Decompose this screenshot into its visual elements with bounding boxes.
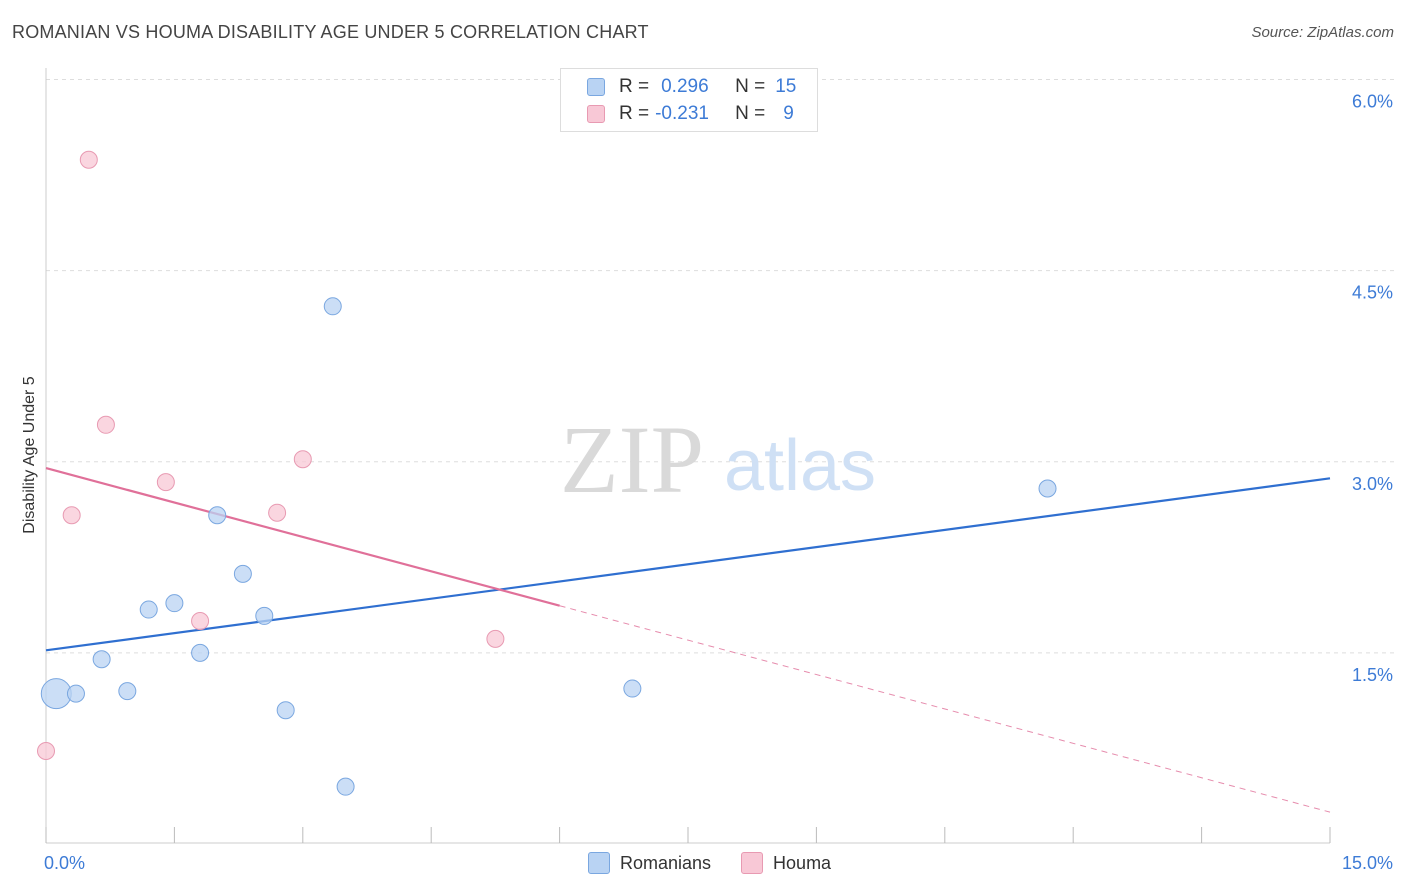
point-houma <box>191 612 210 631</box>
legend-n-value: 15 <box>775 76 797 97</box>
bottom-legend-romanians: Romanians <box>620 852 712 873</box>
legend-row-romanians: R = 0.296 N = 15 <box>587 75 796 99</box>
y-tick-label: 4.5% <box>1352 283 1393 303</box>
legend-r-value: -0.231 <box>655 103 709 124</box>
legend-n-label: N = <box>735 76 766 97</box>
point-houma <box>293 450 312 469</box>
legend-r-value: 0.296 <box>661 76 709 97</box>
y-axis-label: Disability Age Under 5 <box>21 376 38 534</box>
point-romanians <box>139 600 158 619</box>
point-romanians <box>191 643 210 662</box>
watermark-atlas: atlas <box>724 426 876 506</box>
y-tick-label: 1.5% <box>1352 665 1393 685</box>
legend-r-label: R = <box>619 103 650 124</box>
trendline-houma <box>45 467 560 607</box>
bottom-legend: Romanians Houma <box>588 852 831 874</box>
legend-n-value: 9 <box>783 103 794 124</box>
point-romanians <box>66 684 85 703</box>
point-romanians <box>323 297 342 316</box>
points-layer <box>37 150 1057 796</box>
chart-title: ROMANIAN VS HOUMA DISABILITY AGE UNDER 5… <box>12 22 649 42</box>
point-houma <box>156 473 175 492</box>
point-houma <box>268 503 287 522</box>
point-romanians <box>92 650 111 669</box>
axis-layer: 1.5% 3.0% 4.5% 6.0% 0.0% 15.0% <box>44 68 1393 873</box>
y-tick-label: 6.0% <box>1352 92 1393 112</box>
point-romanians <box>165 594 184 613</box>
trendline-houma-extension <box>559 605 1331 813</box>
point-romanians <box>233 564 252 583</box>
point-romanians <box>1038 479 1057 498</box>
point-houma <box>486 629 505 648</box>
legend-swatch-pink <box>587 105 605 123</box>
legend-box: R = 0.296 N = 15 R = -0.231 N = 9 <box>560 68 818 132</box>
point-houma <box>96 415 115 434</box>
point-romanians <box>336 777 355 796</box>
y-tick-label: 3.0% <box>1352 474 1393 494</box>
legend-swatch-blue <box>587 78 605 96</box>
point-houma <box>79 150 98 169</box>
point-romanians <box>255 606 274 625</box>
legend-r-label: R = <box>619 76 650 97</box>
legend-n-label: N = <box>735 103 766 124</box>
x-tick-label: 15.0% <box>1342 853 1393 873</box>
point-romanians <box>276 701 295 720</box>
legend-row-houma: R = -0.231 N = 9 <box>587 102 794 126</box>
trend-layer <box>45 467 1331 813</box>
point-romanians <box>40 678 72 710</box>
point-romanians <box>623 679 642 698</box>
bottom-legend-swatch-blue <box>588 852 610 874</box>
source-label: Source: ZipAtlas.com <box>1251 24 1394 41</box>
x-tick-label: 0.0% <box>44 853 85 873</box>
point-houma <box>62 506 81 525</box>
point-romanians <box>208 506 227 525</box>
point-romanians <box>118 682 137 701</box>
bottom-legend-houma: Houma <box>773 852 832 873</box>
watermark: ZIP atlas <box>560 406 876 513</box>
point-houma <box>37 741 55 760</box>
bottom-legend-swatch-pink <box>741 852 764 874</box>
watermark-zip: ZIP <box>560 406 704 513</box>
